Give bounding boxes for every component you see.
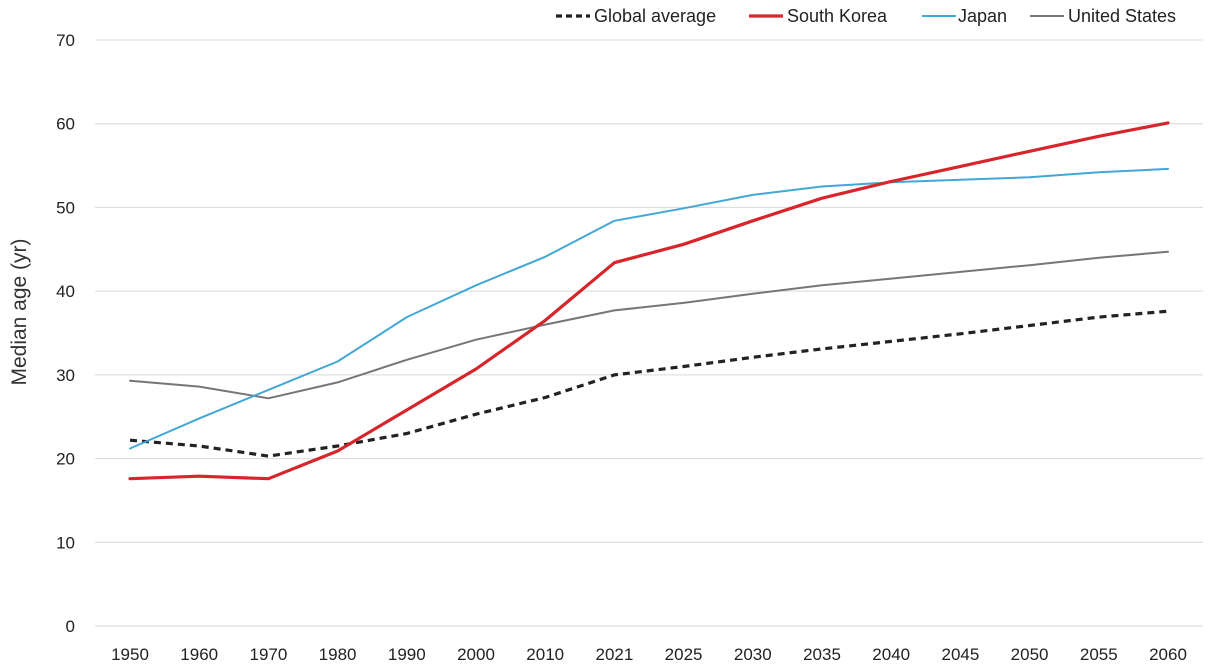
x-tick-label: 1960 — [180, 645, 218, 664]
series-line-united-states — [129, 250, 1169, 400]
x-tick-label: 2010 — [526, 645, 564, 664]
series-lines — [128, 121, 1170, 481]
x-tick-label: 2000 — [457, 645, 495, 664]
x-tick-label: 1950 — [111, 645, 149, 664]
y-tick-label: 10 — [56, 533, 75, 552]
y-tick-label: 30 — [56, 366, 75, 385]
y-tick-label: 20 — [56, 450, 75, 469]
y-axis-title: Median age (yr) — [8, 238, 31, 385]
series-line-south-korea — [128, 121, 1170, 481]
legend-label-global-average: Global average — [594, 6, 716, 26]
legend: Global average South Korea Japan United Sta… — [556, 6, 1176, 26]
legend-label-united-states: United States — [1068, 6, 1176, 26]
x-tick-label: 2021 — [595, 645, 633, 664]
x-tick-label: 1980 — [319, 645, 357, 664]
x-tick-label: 2060 — [1149, 645, 1187, 664]
series-line-global-average — [129, 309, 1169, 458]
x-tick-label: 2035 — [803, 645, 841, 664]
x-tick-label: 2030 — [734, 645, 772, 664]
x-tick-label: 2045 — [941, 645, 979, 664]
y-tick-label: 50 — [56, 198, 75, 217]
x-tick-label: 2040 — [872, 645, 910, 664]
x-tick-label: 1970 — [249, 645, 287, 664]
y-tick-label: 0 — [66, 617, 75, 636]
legend-label-south-korea: South Korea — [787, 6, 888, 26]
x-tick-label: 2055 — [1080, 645, 1118, 664]
y-tick-label: 70 — [56, 31, 75, 50]
x-tick-label: 2025 — [665, 645, 703, 664]
series-line-japan — [129, 167, 1169, 450]
x-tick-label: 2050 — [1011, 645, 1049, 664]
y-tick-label: 40 — [56, 282, 75, 301]
y-axis-ticks: 0 10 20 30 40 50 60 70 — [56, 31, 75, 636]
x-axis-ticks: 1950 1960 1970 1980 1990 2000 2010 2021 2025 2030… — [111, 645, 1187, 664]
gridlines — [95, 39, 1203, 627]
y-tick-label: 60 — [56, 115, 75, 134]
legend-label-japan: Japan — [958, 6, 1007, 26]
x-tick-label: 1990 — [388, 645, 426, 664]
